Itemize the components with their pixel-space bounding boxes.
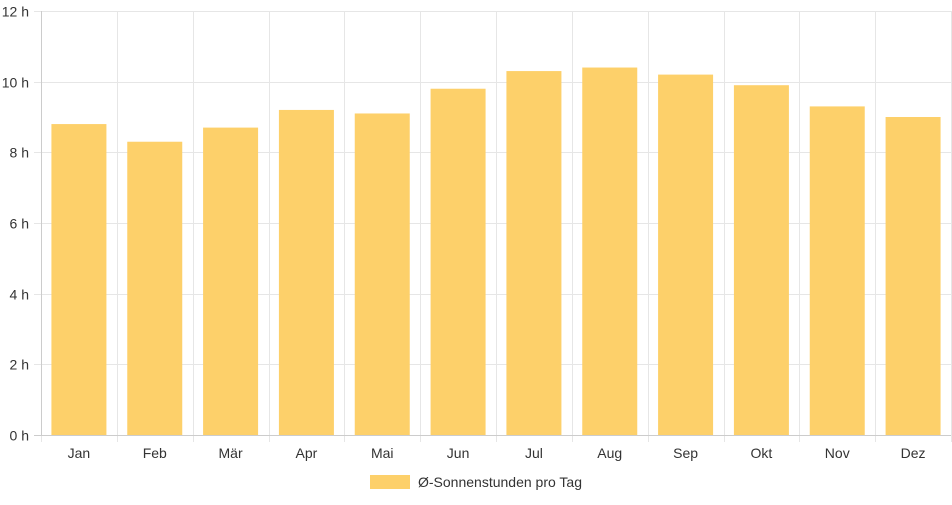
x-tick-label: Dez bbox=[901, 445, 926, 461]
bar-sep[interactable] bbox=[658, 74, 714, 435]
x-tick-label: Apr bbox=[296, 445, 318, 461]
x-tick-label: Jan bbox=[68, 445, 91, 461]
bar-okt[interactable] bbox=[733, 85, 789, 435]
bar-jul[interactable] bbox=[506, 71, 562, 436]
bar-mär[interactable] bbox=[203, 127, 259, 435]
y-tick-label: 4 h bbox=[10, 287, 29, 303]
y-tick-labels: 0 h 2 h 4 h 6 h 8 h 10 h 12 h bbox=[2, 4, 29, 444]
x-tick-label: Okt bbox=[751, 445, 773, 461]
axes bbox=[34, 11, 951, 436]
y-tick-label: 2 h bbox=[10, 357, 29, 373]
x-tick-label: Jun bbox=[447, 445, 470, 461]
y-tick-label: 6 h bbox=[10, 216, 29, 232]
bar-jan[interactable] bbox=[51, 124, 107, 436]
bar-nov[interactable] bbox=[809, 106, 865, 436]
bar-feb[interactable] bbox=[127, 141, 183, 435]
y-tick-label: 0 h bbox=[10, 428, 29, 444]
x-tick-label: Nov bbox=[825, 445, 850, 461]
y-tick-label: 12 h bbox=[2, 4, 29, 20]
y-tick-label: 10 h bbox=[2, 75, 29, 91]
x-tick-label: Jul bbox=[525, 445, 543, 461]
legend-label: Ø-Sonnenstunden pro Tag bbox=[418, 474, 582, 490]
legend[interactable]: Ø-Sonnenstunden pro Tag bbox=[0, 471, 952, 493]
bars bbox=[51, 67, 941, 436]
x-tick-labels: Jan Feb Mär Apr Mai Jun Jul Aug Sep Okt Nov Dez bbox=[68, 445, 926, 461]
bar-aug[interactable] bbox=[582, 67, 638, 436]
bar-dez[interactable] bbox=[885, 117, 941, 435]
grid-lines bbox=[34, 11, 952, 442]
y-tick-label: 8 h bbox=[10, 145, 29, 161]
x-tick-label: Aug bbox=[597, 445, 622, 461]
x-tick-label: Sep bbox=[673, 445, 698, 461]
legend-swatch bbox=[370, 475, 410, 489]
x-tick-label: Mär bbox=[219, 445, 243, 461]
x-tick-label: Feb bbox=[143, 445, 167, 461]
bar-mai[interactable] bbox=[354, 113, 410, 435]
bar-apr[interactable] bbox=[278, 109, 334, 435]
bar-jun[interactable] bbox=[430, 88, 486, 435]
x-tick-label: Mai bbox=[371, 445, 394, 461]
